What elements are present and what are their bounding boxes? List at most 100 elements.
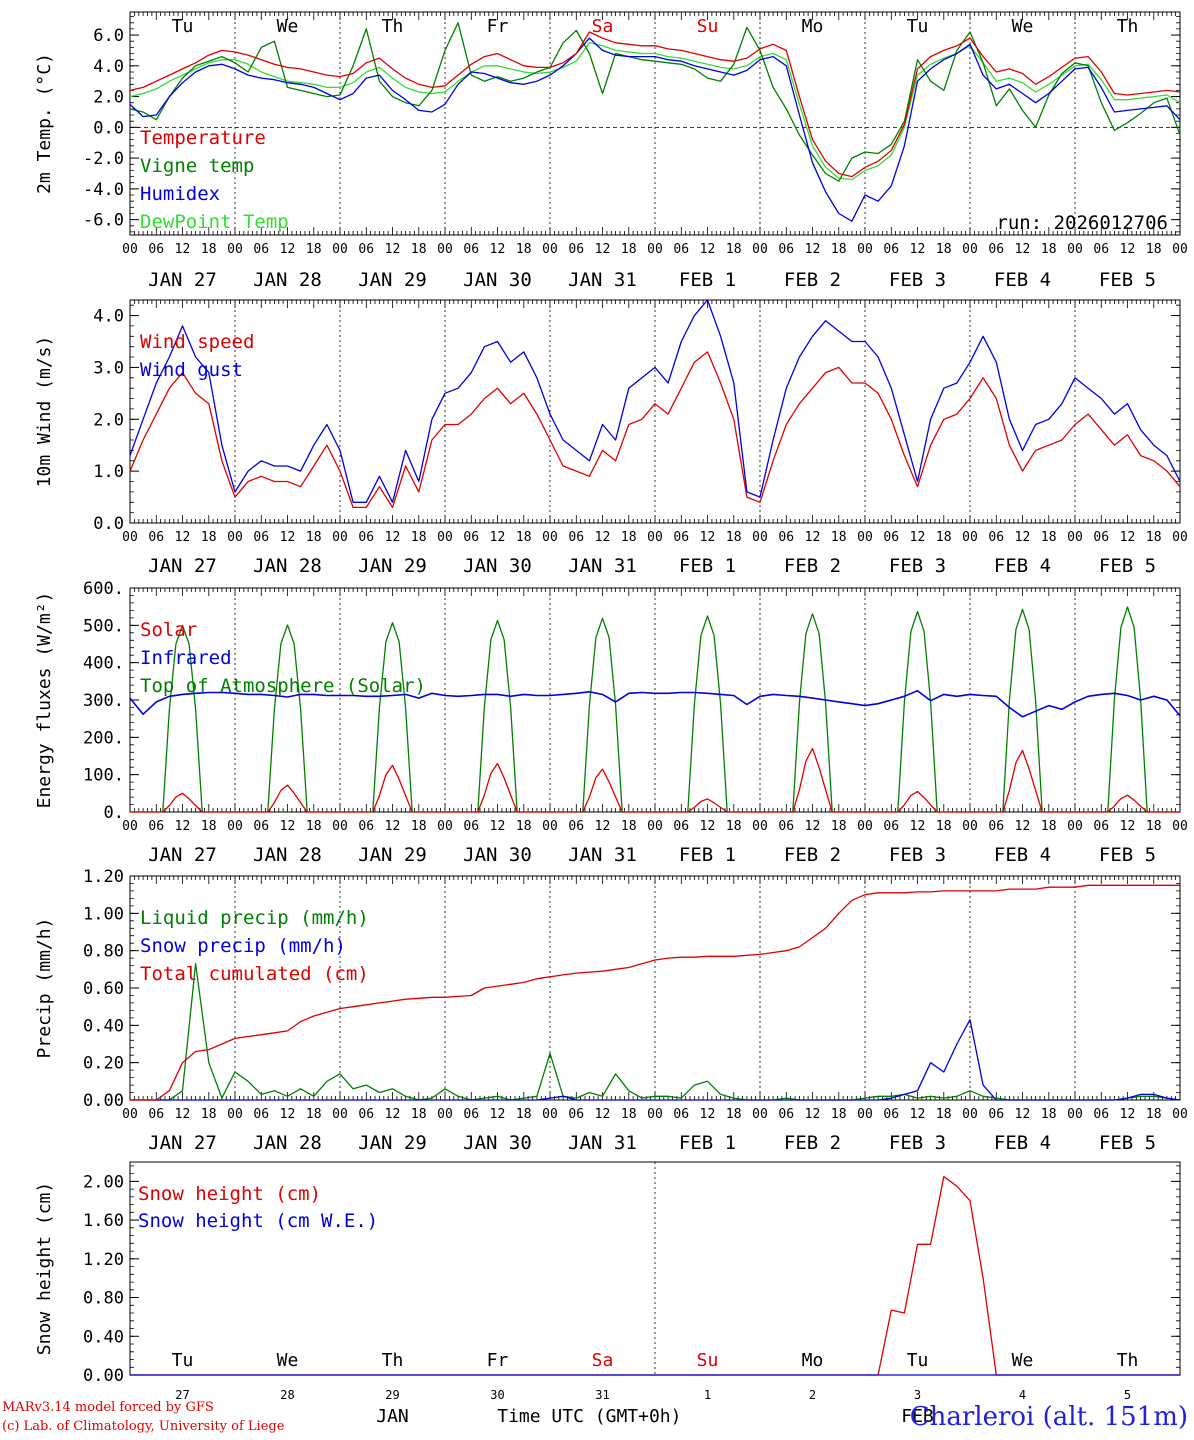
y-axis-label: Precip (mm/h) xyxy=(34,918,55,1059)
hour-label: 06 xyxy=(568,819,584,834)
date-label: JAN 29 xyxy=(358,555,427,577)
weekday-label: Tu xyxy=(172,16,194,37)
hour-label: 00 xyxy=(542,819,558,834)
series-line-infrared xyxy=(129,689,1181,718)
hour-label: 06 xyxy=(778,1107,794,1122)
hour-label: 18 xyxy=(726,242,742,257)
legend-entry: Snow height (cm W.E.) xyxy=(138,1210,378,1232)
date-label: FEB 4 xyxy=(994,844,1051,866)
hour-label: 18 xyxy=(621,819,637,834)
date-label: FEB 5 xyxy=(1099,1132,1156,1154)
hour-label: 00 xyxy=(752,530,768,545)
hour-label: 18 xyxy=(621,530,637,545)
date-label: FEB 4 xyxy=(994,555,1051,577)
hour-label: 12 xyxy=(175,242,191,257)
date-label: FEB 3 xyxy=(889,555,946,577)
weekday-label: Tu xyxy=(907,16,929,37)
legend-entry: Solar xyxy=(140,619,197,641)
date-label: JAN 27 xyxy=(148,844,217,866)
hour-label: 06 xyxy=(253,1107,269,1122)
legend-entry: Snow height (cm) xyxy=(138,1183,321,1205)
day-number-label: 2 xyxy=(809,1388,816,1402)
date-label: FEB 3 xyxy=(889,269,946,291)
date-label: JAN 27 xyxy=(148,555,217,577)
hour-label: 18 xyxy=(1146,819,1162,834)
date-label: FEB 5 xyxy=(1099,844,1156,866)
hour-label: 00 xyxy=(1067,1107,1083,1122)
date-label: JAN 29 xyxy=(358,1132,427,1154)
y-tick-label: -4.0 xyxy=(83,180,124,200)
y-axis-label: 10m Wind (m/s) xyxy=(34,336,55,488)
hour-label: 00 xyxy=(647,1107,663,1122)
y-axis-label: 2m Temp. (°C) xyxy=(34,53,55,194)
hour-label: 06 xyxy=(568,1107,584,1122)
y-tick-label: 1.60 xyxy=(83,1211,124,1231)
date-label: JAN 27 xyxy=(148,269,217,291)
hour-label: 18 xyxy=(306,242,322,257)
weekday-label: Tu xyxy=(907,1350,929,1371)
date-label: JAN 27 xyxy=(148,1132,217,1154)
hour-label: 00 xyxy=(1172,242,1188,257)
legend-entry: Temperature xyxy=(140,127,266,149)
credit-model: MARv3.14 model forced by GFS xyxy=(2,1400,214,1415)
date-label: FEB 2 xyxy=(784,1132,841,1154)
hour-label: 18 xyxy=(411,242,427,257)
hour-label: 18 xyxy=(831,530,847,545)
hour-label: 00 xyxy=(332,530,348,545)
hour-label: 00 xyxy=(647,530,663,545)
y-axis-label: Snow height (cm) xyxy=(34,1182,55,1355)
hour-label: 12 xyxy=(1120,242,1136,257)
date-label: JAN 28 xyxy=(253,844,322,866)
y-tick-label: 4.0 xyxy=(93,307,124,327)
hour-label: 06 xyxy=(463,242,479,257)
hour-label: 18 xyxy=(726,1107,742,1122)
run-label: run: 2026012706 xyxy=(996,212,1168,234)
y-tick-label: 0.40 xyxy=(83,1327,124,1347)
date-label: JAN 31 xyxy=(568,1132,637,1154)
hour-label: 18 xyxy=(1146,1107,1162,1122)
date-label: FEB 1 xyxy=(679,269,736,291)
hour-label: 06 xyxy=(673,819,689,834)
hour-label: 18 xyxy=(201,819,217,834)
hour-label: 18 xyxy=(1041,819,1057,834)
y-tick-label: 0.80 xyxy=(83,1289,124,1309)
hour-label: 12 xyxy=(595,242,611,257)
y-tick-label: 0.60 xyxy=(83,979,124,999)
date-label: FEB 5 xyxy=(1099,269,1156,291)
hour-label: 12 xyxy=(385,530,401,545)
day-number-label: 4 xyxy=(1019,1388,1026,1402)
day-number-label: 5 xyxy=(1124,1388,1131,1402)
y-tick-label: 0.80 xyxy=(83,942,124,962)
y-tick-label: 400. xyxy=(83,654,124,674)
date-label: FEB 2 xyxy=(784,555,841,577)
hour-label: 06 xyxy=(988,819,1004,834)
hour-label: 00 xyxy=(122,819,138,834)
hour-label: 18 xyxy=(516,530,532,545)
hour-label: 12 xyxy=(700,819,716,834)
hour-label: 06 xyxy=(358,242,374,257)
hour-label: 12 xyxy=(490,819,506,834)
day-number-label: 31 xyxy=(595,1388,609,1402)
hour-label: 06 xyxy=(988,242,1004,257)
date-label: JAN 28 xyxy=(253,1132,322,1154)
y-tick-label: 6.0 xyxy=(93,26,124,46)
y-tick-label: 200. xyxy=(83,728,124,748)
hour-label: 18 xyxy=(1041,1107,1057,1122)
y-tick-label: 0.40 xyxy=(83,1016,124,1036)
hour-label: 12 xyxy=(1015,530,1031,545)
hour-label: 18 xyxy=(831,819,847,834)
hour-label: 06 xyxy=(1093,242,1109,257)
hour-label: 12 xyxy=(280,819,296,834)
hour-label: 00 xyxy=(857,1107,873,1122)
date-label: JAN 31 xyxy=(568,555,637,577)
hour-label: 12 xyxy=(805,242,821,257)
weekday-label: Su xyxy=(697,16,719,37)
series-line-vigne-temp xyxy=(129,22,1181,182)
hour-label: 00 xyxy=(1172,819,1188,834)
hour-label: 06 xyxy=(988,1107,1004,1122)
hour-label: 18 xyxy=(516,242,532,257)
weekday-label: Mo xyxy=(802,16,824,37)
hour-label: 06 xyxy=(673,1107,689,1122)
y-tick-label: 500. xyxy=(83,616,124,636)
hour-label: 12 xyxy=(1015,242,1031,257)
